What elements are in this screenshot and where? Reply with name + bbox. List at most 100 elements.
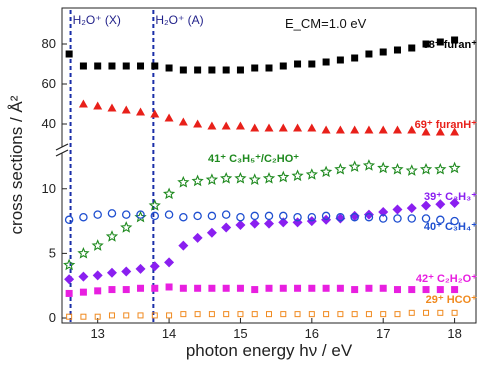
data-point — [351, 311, 358, 318]
data-point — [78, 99, 88, 108]
data-point — [364, 125, 374, 134]
data-point — [294, 311, 301, 318]
data-point — [308, 60, 316, 68]
data-point — [78, 271, 89, 282]
data-point — [123, 312, 130, 319]
series-40⁺ C₃H₄⁺ — [64, 209, 459, 226]
data-point — [92, 270, 103, 281]
data-point — [264, 123, 274, 132]
y-tick-label-upper: 80 — [42, 36, 56, 51]
y-tick-label-lower: 5 — [49, 245, 56, 260]
data-point — [77, 246, 90, 259]
data-point — [351, 54, 359, 62]
data-point — [193, 119, 203, 128]
threshold-label: H₂O⁺ (X) — [73, 13, 121, 27]
data-point — [419, 162, 433, 175]
data-point — [321, 211, 331, 221]
data-point — [179, 66, 187, 74]
data-point — [80, 313, 87, 320]
data-point — [250, 211, 259, 221]
data-point — [93, 210, 102, 219]
data-point — [323, 311, 330, 318]
series-label: 40⁺ C₃H₄⁺ — [424, 221, 477, 233]
data-point — [437, 309, 444, 316]
data-point — [222, 284, 230, 292]
data-point — [266, 311, 272, 318]
data-point — [349, 210, 360, 221]
data-point — [221, 210, 231, 219]
data-point — [391, 162, 404, 175]
data-point — [179, 284, 187, 292]
data-point — [235, 121, 245, 130]
data-point — [137, 62, 145, 70]
data-point — [436, 215, 445, 225]
data-point — [377, 161, 390, 174]
data-point — [165, 64, 173, 72]
data-point — [150, 211, 160, 221]
data-point — [394, 311, 401, 318]
x-tick-label: 17 — [376, 326, 390, 341]
data-point — [105, 230, 119, 242]
y-tick-label-upper: 60 — [42, 76, 56, 91]
data-point — [251, 64, 259, 72]
data-point — [207, 211, 217, 221]
data-point — [451, 36, 459, 44]
data-point — [450, 216, 459, 226]
data-point — [66, 313, 73, 320]
data-point — [237, 311, 244, 318]
data-point — [363, 209, 374, 220]
data-point — [251, 311, 258, 318]
data-point — [64, 215, 74, 225]
data-point — [350, 125, 360, 134]
data-point — [265, 64, 273, 72]
data-point — [405, 164, 418, 176]
data-point — [365, 50, 373, 58]
data-point — [164, 113, 174, 122]
axis-break-mark — [55, 149, 69, 157]
data-point — [334, 162, 347, 175]
data-point — [407, 125, 417, 134]
data-point — [64, 274, 75, 285]
data-point — [435, 199, 446, 210]
data-point — [262, 171, 276, 184]
data-point — [94, 287, 102, 295]
data-point — [208, 284, 216, 292]
series-group — [63, 36, 461, 320]
series-label: 39⁺ C₃H₃⁺ — [424, 191, 477, 203]
data-point — [451, 309, 458, 316]
data-point — [221, 121, 231, 130]
data-point — [205, 173, 219, 185]
data-point — [335, 213, 346, 224]
data-point — [278, 123, 288, 132]
data-point — [149, 261, 160, 272]
data-point — [108, 286, 116, 294]
data-point — [379, 284, 387, 292]
x-tick-label: 18 — [447, 326, 461, 341]
x-tick-label: 13 — [90, 326, 104, 341]
data-point — [422, 40, 430, 48]
plot-frame — [61, 7, 477, 324]
y-tick-label-lower: 0 — [49, 310, 56, 325]
data-point — [436, 286, 444, 294]
data-point — [434, 162, 447, 175]
data-point — [223, 311, 230, 318]
data-point — [236, 284, 244, 292]
data-point — [380, 311, 387, 318]
data-point — [392, 125, 402, 134]
data-point — [378, 207, 389, 218]
data-point — [250, 123, 260, 132]
data-point — [236, 66, 244, 74]
data-point — [151, 62, 159, 70]
data-point — [279, 284, 287, 292]
data-point — [294, 284, 302, 292]
series-29⁺ HCO⁺ — [66, 309, 458, 320]
data-point — [264, 211, 274, 221]
series-69⁺ furanH⁺ — [78, 99, 460, 136]
data-point — [365, 284, 373, 292]
axis-break-gap — [56, 147, 68, 153]
data-point — [406, 203, 417, 214]
data-point — [180, 311, 187, 318]
x-axis-label: photon energy hν / eV — [186, 341, 353, 360]
